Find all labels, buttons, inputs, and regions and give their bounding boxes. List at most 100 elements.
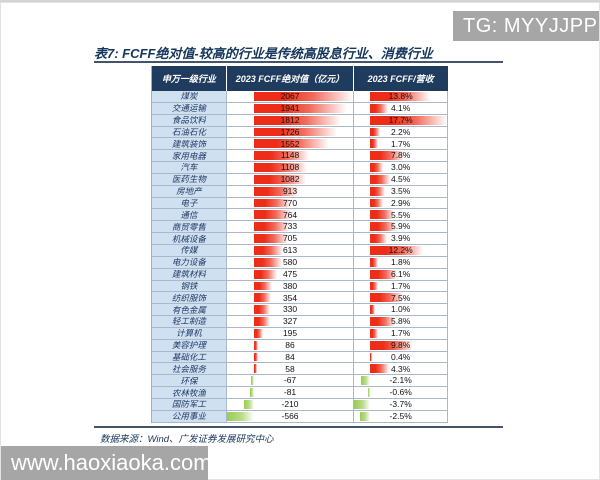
table-row: 国防军工 -210 -3.7%	[152, 398, 448, 411]
positive-data-bar	[253, 340, 259, 350]
positive-data-bar	[370, 103, 389, 113]
positive-data-bar	[370, 139, 378, 149]
table-row: 通信 764 5.5%	[152, 209, 448, 222]
fcff-ratio-label: 5.8%	[390, 316, 411, 327]
watermark-website-badge: www.haoxiaoka.com	[1, 446, 212, 480]
table-row: 有色金属 330 1.0%	[152, 304, 448, 317]
fcff-ratio-cell: -3.7%	[354, 398, 448, 411]
fcff-ratio-cell: 1.8%	[354, 256, 448, 269]
fcff-value-cell: 84	[226, 351, 355, 364]
table-row: 电子 770 2.9%	[152, 197, 448, 210]
positive-data-bar	[253, 174, 306, 184]
fcff-value-label: 475	[282, 268, 298, 279]
fcff-ratio-label: 2.2%	[390, 126, 411, 137]
table-row: 家用电器 1148 7.8%	[152, 150, 448, 163]
industry-name-cell: 医药生物	[152, 173, 227, 186]
fcff-value-cell: 1082	[226, 173, 355, 186]
fcff-value-cell: 86	[226, 339, 355, 352]
table-body: 煤炭 2067 13.8% 交通运输 1941 4.1% 食品饮料 1812 17.7% 石油石化…	[152, 91, 448, 423]
fcff-value-cell: -67	[226, 375, 355, 388]
fcff-ratio-label: -2.5%	[389, 410, 412, 421]
fcff-ratio-cell: 1.7%	[354, 327, 448, 340]
industry-name-cell: 有色金属	[152, 304, 227, 317]
fcff-ratio-label: 5.9%	[390, 221, 411, 232]
negative-data-bar	[361, 376, 371, 386]
negative-data-bar	[226, 411, 254, 421]
fcff-value-label: 1108	[280, 162, 300, 173]
positive-data-bar	[253, 103, 348, 113]
positive-data-bar	[370, 210, 395, 220]
positive-data-bar	[253, 245, 284, 255]
fcff-value-label: 1082	[280, 174, 300, 185]
positive-data-bar	[253, 257, 282, 267]
positive-data-bar	[370, 281, 378, 291]
positive-data-bar	[253, 92, 354, 101]
positive-data-bar	[253, 163, 308, 172]
fcff-value-cell: 1108	[226, 162, 355, 174]
positive-data-bar	[370, 328, 378, 338]
industry-name-cell: 石油石化	[152, 126, 227, 139]
fcff-value-cell: 580	[226, 256, 355, 269]
fcff-value-cell: 1726	[226, 126, 355, 139]
fcff-ratio-cell: 4.5%	[354, 173, 448, 186]
fcff-value-cell: 770	[226, 197, 355, 210]
fcff-ratio-label: 3.5%	[390, 185, 411, 196]
table-row: 交通运输 1941 4.1%	[152, 102, 448, 115]
industry-name-cell: 钢铁	[152, 280, 227, 293]
fcff-value-cell: -81	[226, 387, 355, 399]
fcff-ratio-label: 7.5%	[390, 292, 411, 303]
fcff-value-cell: -566	[226, 410, 355, 423]
table-row: 建筑材料 475 6.1%	[152, 268, 448, 281]
fcff-value-cell: 913	[226, 185, 355, 198]
fcff-value-cell: 1148	[226, 150, 355, 163]
industry-name-cell: 建筑材料	[152, 268, 227, 281]
fcff-value-label: 1148	[280, 150, 300, 161]
positive-data-bar	[253, 281, 273, 291]
fcff-ratio-label: 17.7%	[388, 114, 413, 125]
industry-name-cell: 农林牧渔	[152, 387, 227, 399]
fcff-value-cell: 330	[226, 304, 355, 317]
industry-name-cell: 环保	[152, 375, 227, 388]
fcff-value-label: 764	[282, 209, 298, 220]
col-header-fcff-ratio: 2023 FCFF/营收	[354, 66, 448, 91]
table-row: 基础化工 84 0.4%	[152, 351, 448, 364]
fcff-ratio-cell: 5.5%	[354, 209, 448, 222]
table-row: 钢铁 380 1.7%	[152, 280, 448, 293]
fcff-ratio-cell: 3.9%	[354, 233, 448, 245]
industry-name-cell: 通信	[152, 209, 227, 222]
industry-name-cell: 公用事业	[152, 410, 227, 423]
fcff-ratio-label: 12.2%	[388, 245, 413, 256]
table-row: 公用事业 -566 -2.5%	[152, 410, 448, 423]
fcff-value-label: 354	[282, 292, 298, 303]
fcff-ratio-cell: 5.8%	[354, 316, 448, 328]
fcff-value-label: 913	[282, 185, 298, 196]
fcff-ratio-label: 13.8%	[388, 91, 413, 102]
positive-data-bar	[370, 257, 379, 267]
positive-data-bar	[370, 245, 424, 255]
positive-data-bar	[370, 364, 389, 374]
col-header-fcff-value: 2023 FCFF绝对值（亿元）	[226, 66, 355, 91]
fcff-ratio-label: 5.5%	[390, 209, 411, 220]
industry-name-cell: 商贸零售	[152, 221, 227, 234]
fcff-table: 申万一级行业 2023 FCFF绝对值（亿元） 2023 FCFF/营收 煤炭 2…	[151, 66, 448, 423]
fcff-value-label: -566	[281, 410, 299, 421]
title-divider	[94, 61, 503, 63]
table-row: 环保 -67 -2.1%	[152, 375, 448, 388]
positive-data-bar	[253, 317, 270, 326]
fcff-ratio-label: -0.6%	[389, 387, 412, 398]
fcff-value-label: 327	[282, 316, 298, 327]
fcff-ratio-cell: 7.8%	[354, 150, 448, 163]
fcff-value-cell: 1812	[226, 114, 355, 127]
fcff-value-label: 84	[285, 351, 295, 362]
fcff-ratio-label: 1.7%	[390, 280, 411, 291]
industry-name-cell: 电子	[152, 197, 227, 210]
fcff-ratio-label: 3.0%	[390, 162, 411, 173]
fcff-ratio-cell: 1.0%	[354, 304, 448, 317]
fcff-value-cell: 380	[226, 280, 355, 293]
industry-name-cell: 煤炭	[152, 91, 227, 103]
positive-data-bar	[370, 186, 386, 196]
fcff-ratio-label: 6.1%	[390, 268, 411, 279]
positive-data-bar	[253, 352, 258, 362]
positive-data-bar	[370, 305, 375, 315]
footer-divider	[94, 426, 503, 428]
